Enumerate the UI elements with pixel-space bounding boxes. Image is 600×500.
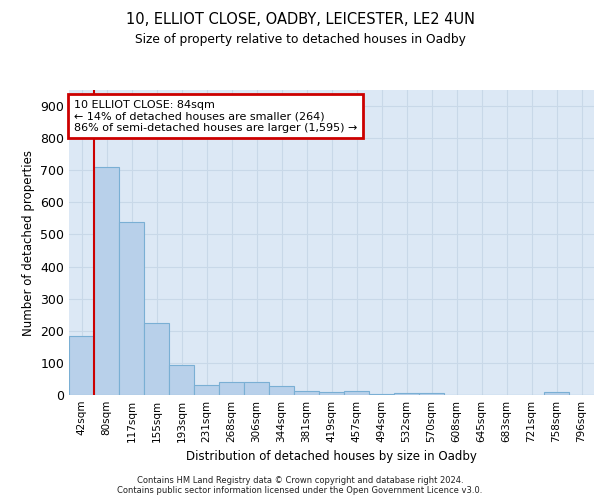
Bar (219, 382, 244, 395)
Bar (294, 391, 319, 395)
Text: Contains HM Land Registry data © Crown copyright and database right 2024.
Contai: Contains HM Land Registry data © Crown c… (118, 476, 482, 495)
X-axis label: Distribution of detached houses by size in Oadby: Distribution of detached houses by size … (186, 450, 477, 464)
Bar (544, 392, 569, 395)
Bar (94, 167, 119, 395)
Bar (319, 392, 344, 395)
Bar (394, 393, 419, 395)
Bar (244, 382, 269, 395)
Bar (169, 366, 194, 395)
Bar (69, 336, 94, 395)
Bar (344, 391, 369, 395)
Bar (144, 323, 169, 395)
Bar (119, 222, 144, 395)
Bar (419, 394, 444, 395)
Y-axis label: Number of detached properties: Number of detached properties (22, 150, 35, 336)
Text: Size of property relative to detached houses in Oadby: Size of property relative to detached ho… (134, 32, 466, 46)
Bar (269, 386, 294, 395)
Text: 10, ELLIOT CLOSE, OADBY, LEICESTER, LE2 4UN: 10, ELLIOT CLOSE, OADBY, LEICESTER, LE2 … (125, 12, 475, 28)
Text: 10 ELLIOT CLOSE: 84sqm
← 14% of detached houses are smaller (264)
86% of semi-de: 10 ELLIOT CLOSE: 84sqm ← 14% of detached… (74, 100, 358, 133)
Bar (369, 394, 394, 395)
Bar (194, 386, 219, 395)
